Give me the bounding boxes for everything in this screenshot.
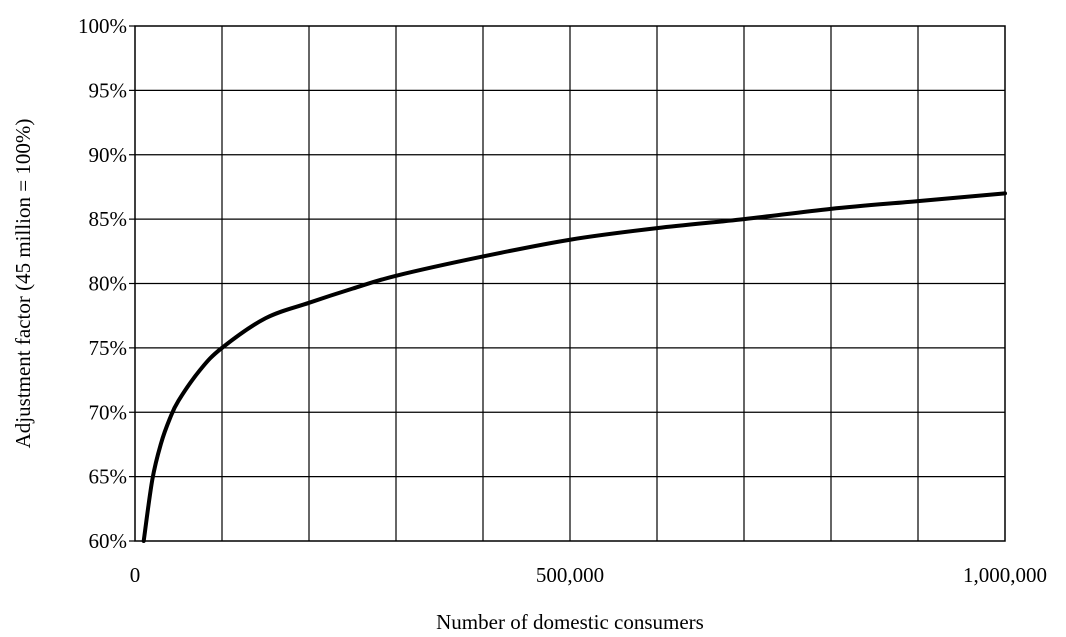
series-line — [141, 191, 1007, 543]
y-tick-label: 60% — [89, 529, 128, 553]
x-tick-label: 0 — [130, 563, 141, 587]
x-tick-label: 1,000,000 — [963, 563, 1047, 587]
x-axis-title: Number of domestic consumers — [436, 610, 704, 634]
y-tick-label: 90% — [89, 143, 128, 167]
x-tick-labels: 0 500,000 1,000,000 — [130, 563, 1047, 587]
y-tick-label: 85% — [89, 207, 128, 231]
y-tick-label: 75% — [89, 336, 128, 360]
y-axis-title: Adjustment factor (45 million = 100%) — [11, 119, 35, 449]
y-tick-labels: 100% 95% 90% 85% 80% 75% 70% 65% 60% — [78, 14, 135, 553]
y-tick-label: 100% — [78, 14, 127, 38]
x-tick-label: 500,000 — [536, 563, 604, 587]
y-tick-label: 95% — [89, 78, 128, 102]
y-tick-label: 80% — [89, 272, 128, 296]
y-tick-label: 70% — [89, 400, 128, 424]
grid — [135, 26, 1005, 541]
y-tick-label: 65% — [89, 465, 128, 489]
